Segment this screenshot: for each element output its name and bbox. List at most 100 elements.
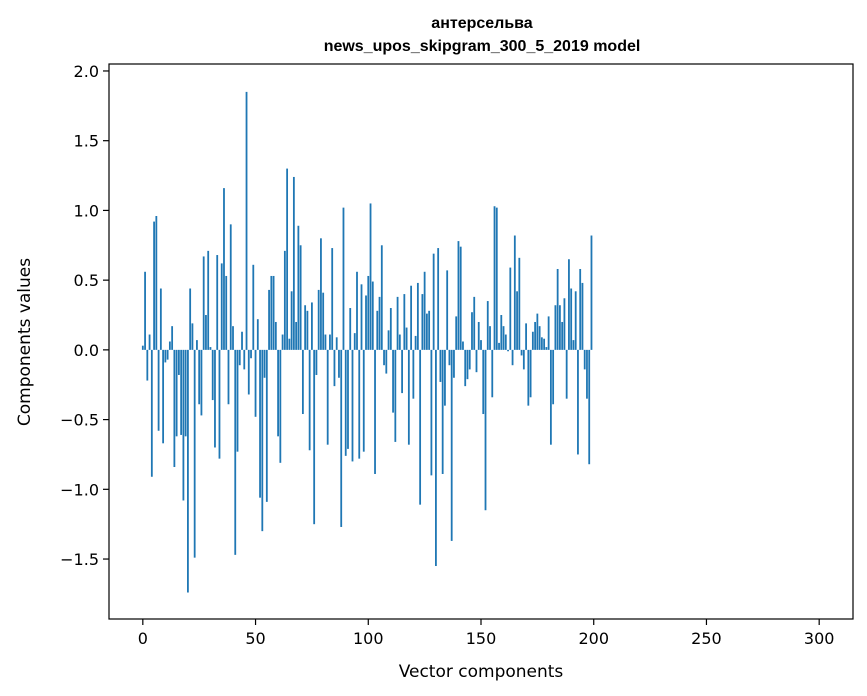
bar	[554, 305, 557, 350]
bar	[441, 349, 444, 474]
bar	[444, 349, 446, 406]
y-tick-label: −1.5	[60, 550, 99, 569]
bar	[279, 349, 282, 463]
bar	[547, 316, 550, 350]
bar	[416, 282, 419, 350]
bar	[581, 282, 584, 350]
x-axis: 0 50 100 150 200 250 300	[138, 619, 835, 648]
bar	[471, 312, 473, 350]
bar	[502, 326, 505, 350]
bar	[482, 349, 485, 415]
x-tick-label: 300	[804, 629, 835, 648]
bar	[196, 340, 198, 350]
bar	[389, 308, 392, 350]
bar	[468, 349, 471, 370]
bar	[414, 335, 417, 350]
bar	[403, 294, 406, 350]
bar	[263, 349, 266, 378]
bar	[385, 349, 388, 374]
bar	[198, 349, 201, 405]
bar	[455, 316, 458, 350]
bar	[407, 349, 410, 445]
bar	[425, 313, 428, 350]
bar	[473, 296, 476, 350]
bar	[412, 349, 415, 399]
bar	[351, 349, 354, 462]
bar	[150, 349, 153, 477]
bar	[387, 330, 390, 350]
y-tick-label: −1.0	[60, 480, 99, 499]
bar	[295, 321, 298, 350]
bar	[301, 349, 304, 415]
bar	[563, 298, 566, 350]
bar	[207, 250, 210, 350]
bar	[518, 257, 521, 350]
bar	[205, 315, 207, 350]
bar	[184, 349, 187, 437]
bar	[525, 323, 527, 350]
bar	[202, 256, 205, 350]
bar	[565, 349, 568, 399]
bar	[225, 275, 228, 350]
bar	[290, 291, 293, 350]
bar	[261, 349, 264, 532]
bar	[536, 313, 539, 350]
bar	[475, 349, 478, 373]
bar	[477, 321, 480, 350]
bar	[462, 341, 464, 350]
bar	[166, 349, 169, 360]
bar	[299, 245, 302, 350]
bar	[214, 349, 216, 448]
bar	[376, 310, 379, 350]
bar	[540, 337, 543, 350]
bar	[549, 349, 552, 445]
bar	[365, 295, 367, 350]
bar	[430, 349, 433, 476]
bar	[247, 349, 250, 395]
bar	[182, 349, 185, 501]
bar	[378, 296, 381, 350]
bar	[374, 349, 376, 474]
bar	[401, 349, 403, 394]
bar	[561, 321, 564, 350]
bar	[322, 292, 325, 350]
bar	[159, 288, 162, 350]
bar	[586, 349, 588, 399]
bar	[556, 268, 559, 350]
bar	[243, 349, 246, 370]
bar	[435, 349, 437, 567]
bar	[446, 270, 449, 350]
bar	[369, 203, 372, 350]
bar	[577, 349, 579, 455]
bar	[534, 321, 537, 350]
y-tick-label: −0.5	[60, 411, 99, 430]
bar	[252, 264, 255, 350]
bar	[410, 285, 413, 350]
bar	[297, 225, 300, 350]
y-axis-label: Components values	[15, 258, 35, 426]
x-tick-label: 200	[578, 629, 609, 648]
bar	[466, 349, 469, 380]
bar	[396, 296, 399, 350]
bar	[371, 281, 374, 350]
bar	[459, 246, 462, 350]
bar	[529, 349, 532, 398]
bar	[453, 349, 455, 378]
bar	[484, 349, 487, 511]
bar	[329, 334, 331, 350]
bar	[349, 308, 352, 350]
bar	[538, 326, 541, 350]
bar	[274, 321, 277, 350]
bar	[153, 221, 155, 350]
bar	[392, 349, 394, 413]
bar	[232, 326, 234, 350]
y-axis: −1.5 −1.0 −0.5 0.0 0.5 1.0 1.5 2.0	[60, 62, 109, 569]
bar	[432, 253, 435, 350]
x-tick-label: 250	[691, 629, 722, 648]
bar	[574, 291, 577, 350]
bar	[340, 349, 343, 527]
bar	[306, 310, 309, 350]
bar	[180, 349, 183, 435]
bar	[168, 341, 171, 350]
